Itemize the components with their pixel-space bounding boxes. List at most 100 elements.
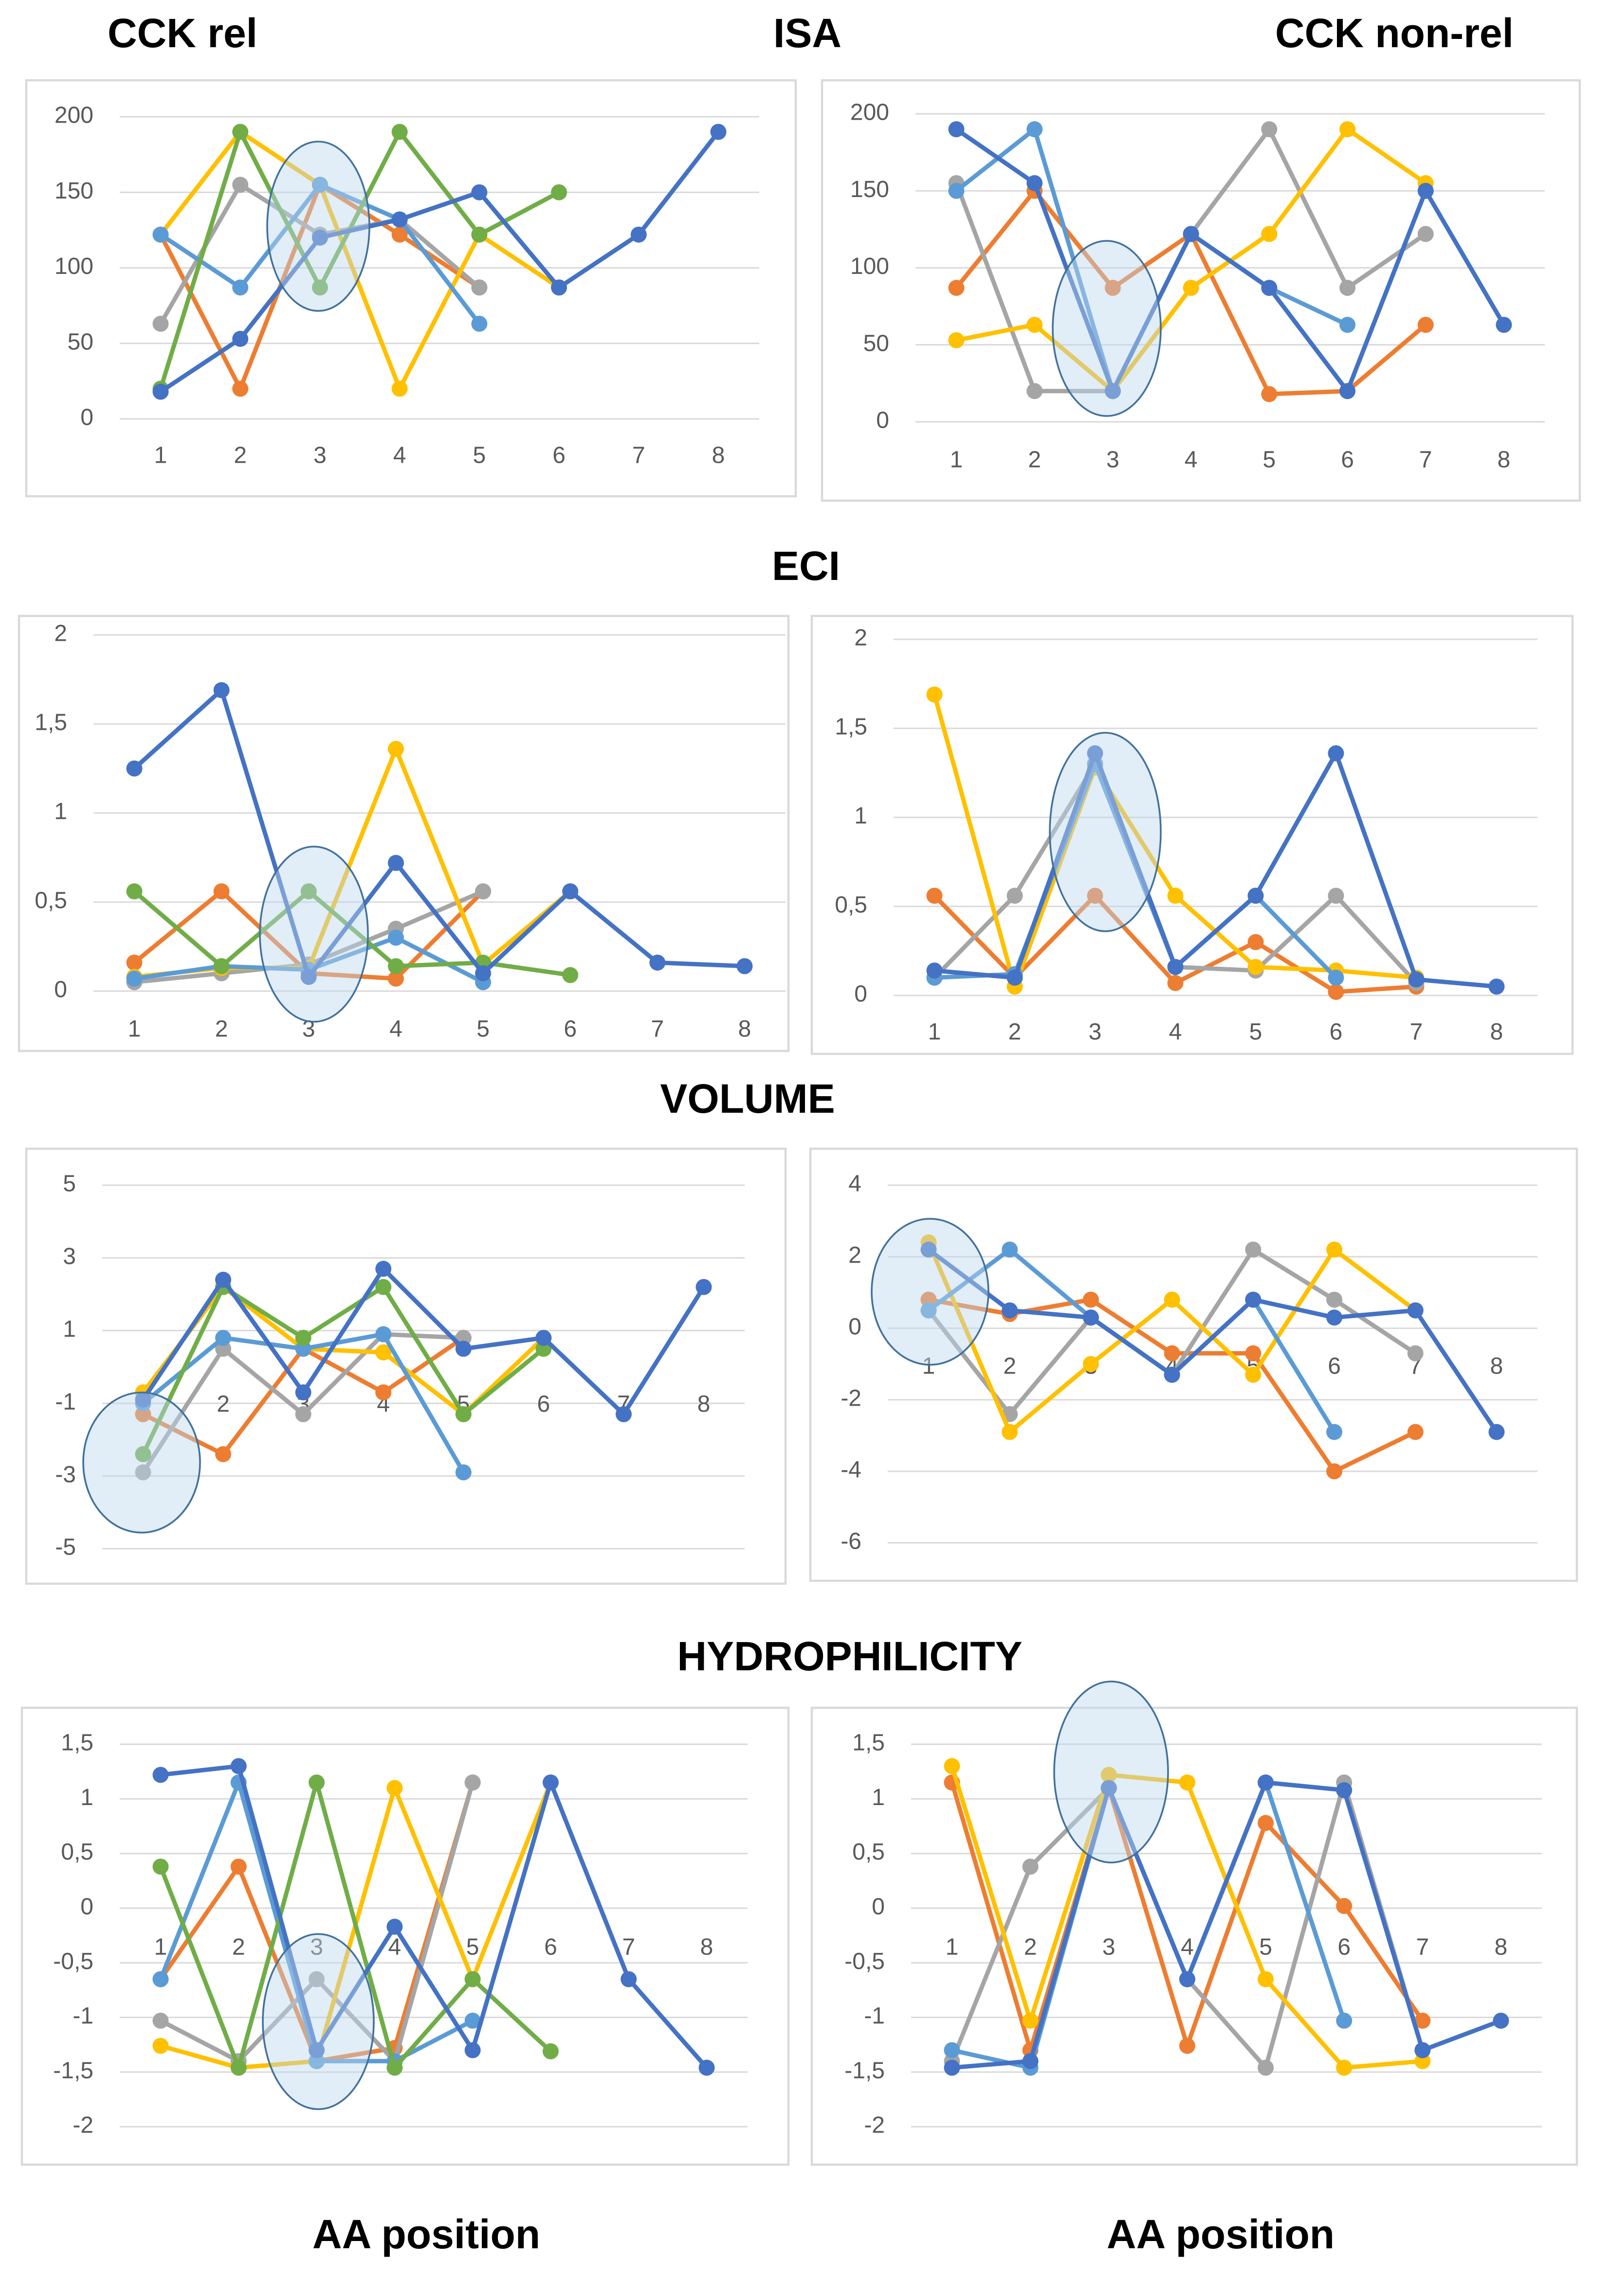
y-tick-label: 0 <box>876 408 889 434</box>
y-tick-label: 1 <box>63 1316 76 1342</box>
y-tick-label: 2 <box>854 625 867 651</box>
y-tick-label: 2 <box>848 1243 861 1268</box>
data-point <box>213 883 230 900</box>
data-point <box>126 883 143 900</box>
data-point <box>1328 745 1344 761</box>
data-point <box>126 954 143 971</box>
x-tick-label: 2 <box>1008 1019 1022 1045</box>
x-tick-label: 2 <box>1003 1354 1016 1379</box>
data-point <box>1414 2042 1431 2059</box>
data-point <box>1100 1767 1117 1783</box>
data-point <box>944 1758 960 1774</box>
data-point <box>736 958 753 975</box>
series-line <box>158 129 560 390</box>
data-point <box>1339 317 1356 333</box>
data-point <box>126 760 143 777</box>
data-point <box>464 1971 481 1988</box>
data-point <box>1326 1424 1343 1440</box>
data-point <box>1261 226 1278 242</box>
data-point <box>135 1392 151 1408</box>
x-tick-label: 1 <box>154 443 167 469</box>
x-tick-label: 1 <box>922 1354 935 1379</box>
data-point <box>1167 975 1184 991</box>
y-tick-label: 0 <box>80 405 93 431</box>
y-tick-label: -5 <box>55 1535 76 1560</box>
x-tick-label: 2 <box>217 1392 230 1417</box>
data-point <box>391 211 408 228</box>
data-point <box>1104 280 1121 296</box>
data-point <box>471 184 488 200</box>
y-tick-label: 0,5 <box>852 1839 885 1865</box>
x-tick-label: 8 <box>1498 447 1511 473</box>
data-point <box>1026 175 1043 191</box>
data-point <box>1336 2060 1353 2076</box>
chart: 0 50 100 150 200 1 2 3 4 5 6 7 8 <box>850 100 1545 473</box>
x-tick-label: 5 <box>1249 1019 1262 1045</box>
x-tick-label: 3 <box>1106 447 1119 473</box>
y-tick-label: 100 <box>850 253 889 279</box>
data-point <box>232 330 249 347</box>
heading: CCK rel <box>108 10 257 56</box>
data-point <box>630 226 647 243</box>
data-point <box>944 2042 960 2059</box>
data-point <box>475 965 492 981</box>
data-point <box>1002 1424 1018 1440</box>
x-tick-label: 2 <box>234 443 247 469</box>
data-point <box>1336 1898 1353 1914</box>
data-point <box>309 1971 325 1988</box>
data-point <box>948 182 965 199</box>
y-tick-label: 100 <box>55 253 93 279</box>
series-line <box>160 1764 709 2069</box>
x-tick-label: 5 <box>473 443 486 469</box>
y-tick-label: 0 <box>848 1314 861 1340</box>
data-point <box>1261 280 1278 296</box>
series-line <box>158 1780 552 2070</box>
data-point <box>1022 2012 1039 2029</box>
data-point <box>232 279 249 296</box>
y-tick-label: 0,5 <box>61 1839 93 1865</box>
x-tick-label: 8 <box>738 1016 751 1042</box>
data-point <box>375 1326 392 1342</box>
x-tick-label: 1 <box>154 1934 167 1960</box>
x-tick-label: 4 <box>1181 1934 1194 1960</box>
y-tick-label: 2 <box>54 621 67 647</box>
y-tick-label: 0,5 <box>35 888 67 914</box>
y-tick-label: 50 <box>863 330 889 356</box>
data-point <box>948 280 965 296</box>
data-point <box>1022 1859 1039 1875</box>
chart-frame <box>20 1706 790 2166</box>
series-line <box>132 687 745 979</box>
data-point <box>1183 226 1199 242</box>
data-point <box>387 741 404 757</box>
y-tick-label: -1,5 <box>844 2058 885 2083</box>
data-point <box>649 954 666 971</box>
data-point <box>695 1279 712 1295</box>
data-point <box>232 124 249 140</box>
data-point <box>926 962 943 979</box>
x-tick-label: 7 <box>651 1016 664 1042</box>
y-tick-label: 200 <box>850 100 889 126</box>
data-point <box>152 2012 169 2029</box>
data-point <box>375 1384 392 1401</box>
x-tick-label: 8 <box>700 1934 713 1960</box>
data-point <box>1488 978 1505 995</box>
y-tick-label: -1 <box>55 1389 76 1415</box>
data-point <box>475 883 492 900</box>
data-point <box>1247 887 1264 904</box>
data-point <box>698 2060 715 2076</box>
data-point <box>215 1330 232 1346</box>
data-point <box>551 184 567 200</box>
y-tick-label: 1,5 <box>35 710 67 736</box>
heading: ECI <box>772 543 840 589</box>
data-point <box>375 1279 392 1295</box>
data-point <box>1261 121 1278 138</box>
data-point <box>1407 1424 1424 1440</box>
series-line <box>955 127 1506 394</box>
heading: VOLUME <box>660 1076 835 1121</box>
y-tick-label: 0 <box>854 981 867 1007</box>
y-tick-label: -1,5 <box>53 2058 93 2083</box>
data-point <box>232 380 249 397</box>
y-tick-label: 150 <box>55 178 93 204</box>
y-tick-label: 0 <box>872 1894 885 1920</box>
data-point <box>152 383 169 400</box>
